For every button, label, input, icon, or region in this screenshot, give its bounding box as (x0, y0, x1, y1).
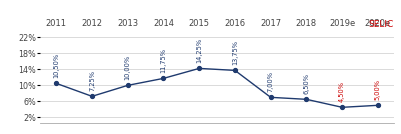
Text: 7,25%: 7,25% (89, 70, 95, 91)
Text: 5,00%: 5,00% (374, 79, 380, 100)
Text: 13,75%: 13,75% (231, 40, 237, 65)
Text: 11,75%: 11,75% (160, 48, 166, 73)
Text: 7,00%: 7,00% (267, 71, 273, 92)
Text: 10,50%: 10,50% (53, 53, 59, 78)
Text: 14,25%: 14,25% (196, 38, 202, 63)
Text: SELIC: SELIC (368, 20, 393, 29)
Text: 10,00%: 10,00% (124, 55, 130, 80)
Text: 4,50%: 4,50% (338, 81, 344, 102)
Text: 6,50%: 6,50% (303, 73, 309, 94)
